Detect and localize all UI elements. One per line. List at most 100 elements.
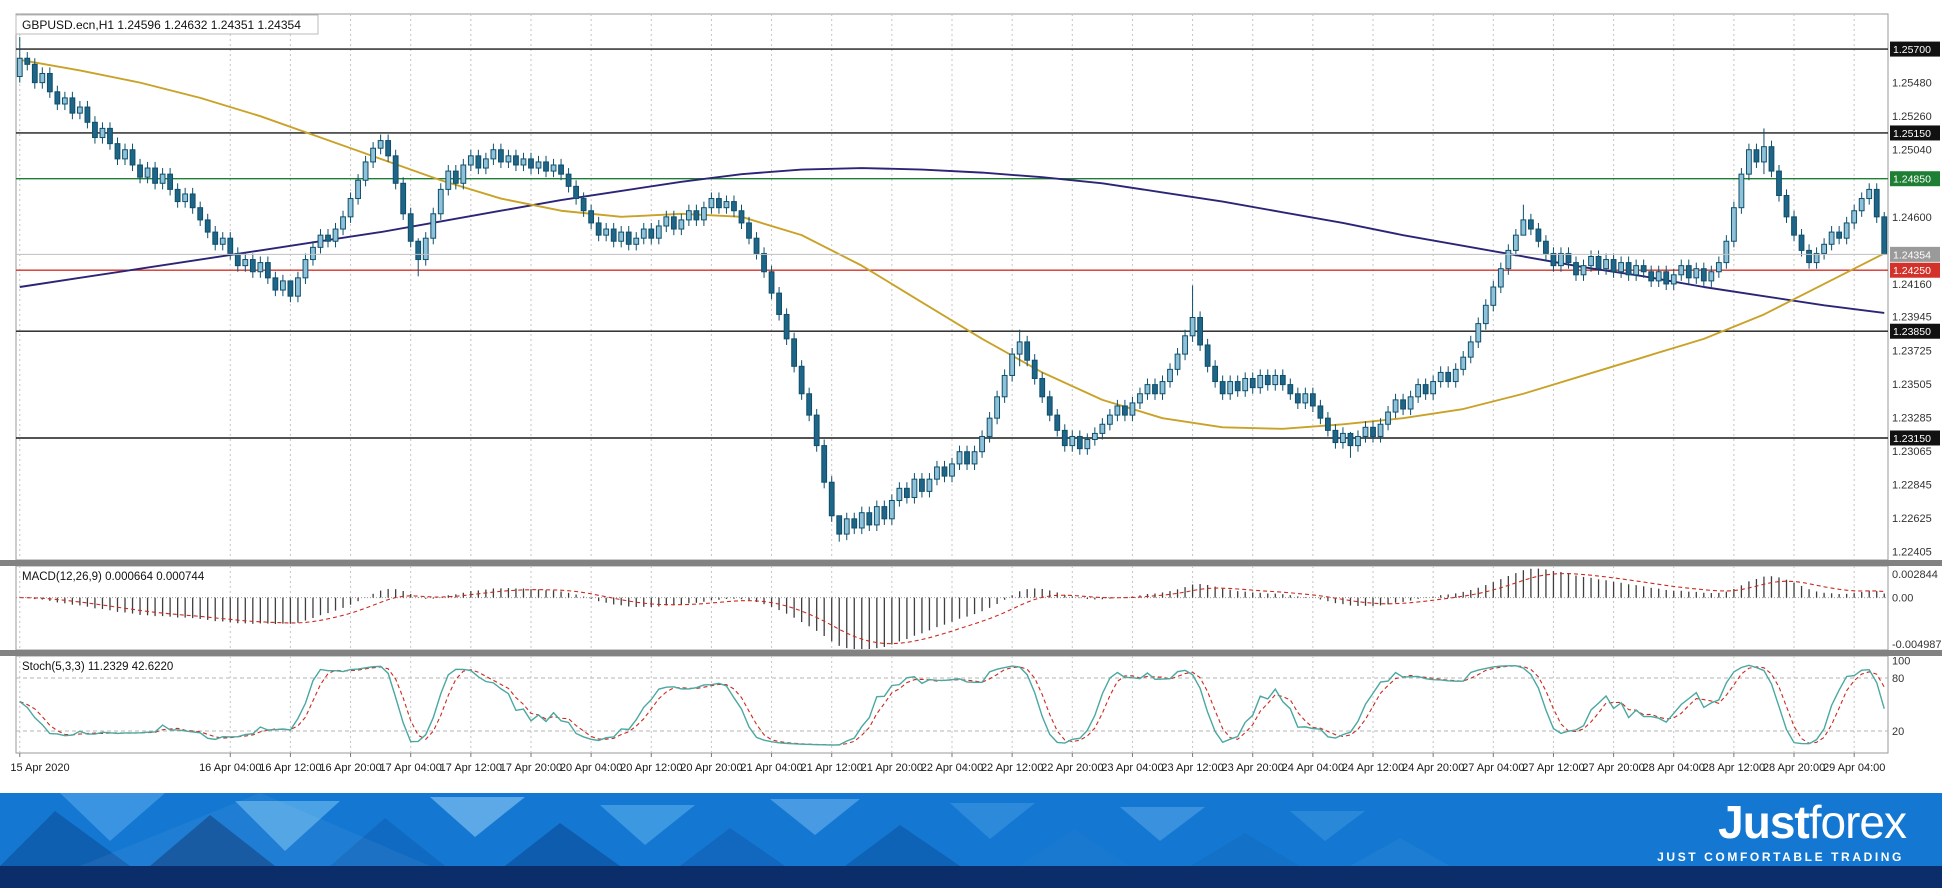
stoch-axis-80: 80: [1892, 673, 1904, 685]
candle-body: [1445, 371, 1452, 383]
candle-body: [1873, 188, 1880, 218]
price-tick-label: 1.23945: [1892, 312, 1932, 324]
candle-body: [1866, 188, 1873, 200]
candle-body: [888, 500, 895, 520]
level-badge: 1.23850: [1893, 326, 1931, 338]
candle-body: [272, 277, 279, 291]
candle-body: [16, 57, 23, 78]
candle-body: [39, 72, 46, 84]
candle-body: [107, 127, 113, 145]
candle-body: [1798, 234, 1805, 251]
triangle-shape: [950, 803, 1035, 839]
candle-body: [1708, 271, 1715, 282]
candle-body: [1430, 381, 1437, 395]
candle-body: [685, 210, 692, 221]
candle-body: [1685, 265, 1692, 279]
candle-body: [1475, 323, 1482, 343]
candle-body: [1294, 393, 1301, 404]
candle-body: [1700, 268, 1707, 282]
candle-body: [1828, 231, 1835, 245]
price-tick-label: 1.22625: [1892, 513, 1932, 525]
candle-body: [543, 161, 549, 172]
candle-body: [1858, 198, 1865, 212]
candle-body: [1114, 405, 1121, 416]
candle-body: [1264, 374, 1271, 386]
candle-body: [347, 198, 354, 218]
candle-body: [1340, 432, 1346, 444]
candle-body: [46, 72, 53, 93]
candle-body: [1325, 417, 1331, 431]
x-axis-label: 21 Apr 12:00: [801, 762, 863, 774]
candle-body: [1851, 210, 1858, 224]
candle-body: [1197, 317, 1203, 346]
candle-body: [234, 252, 241, 267]
candle-body: [144, 167, 151, 178]
x-axis-label: 21 Apr 04:00: [740, 762, 802, 774]
x-axis-label: 22 Apr 12:00: [981, 762, 1043, 774]
candle-body: [92, 121, 98, 139]
candle-body: [1603, 259, 1609, 270]
candle-body: [1813, 252, 1820, 264]
candle-body: [1821, 243, 1827, 254]
candle-body: [851, 518, 858, 529]
candle-body: [295, 277, 301, 297]
candle-body: [1302, 393, 1309, 404]
horizontal-levels: [16, 48, 1888, 439]
candle-body: [1242, 378, 1249, 392]
candle-body: [821, 445, 828, 483]
price-tick-label: 1.25260: [1892, 111, 1932, 123]
x-axis-label: 29 Apr 04:00: [1823, 762, 1885, 774]
candle-body: [603, 228, 610, 236]
candle-body: [1392, 399, 1399, 413]
candle-body: [701, 207, 707, 221]
level-badge-bg: [1890, 262, 1940, 278]
x-axis-label: 23 Apr 20:00: [1222, 762, 1284, 774]
level-badge: 1.25150: [1893, 128, 1931, 140]
candle-body: [61, 97, 68, 105]
candle-body: [580, 198, 587, 212]
candle-body: [866, 512, 873, 526]
candle-body: [1746, 149, 1752, 175]
candle-body: [1370, 426, 1376, 437]
candle-body: [1723, 240, 1730, 264]
triangle-shape: [680, 828, 785, 866]
candle-body: [114, 143, 121, 160]
triangle-shape: [505, 823, 620, 866]
level-badge: 1.24850: [1893, 174, 1931, 186]
panel-divider: [0, 650, 1942, 656]
candle-body: [77, 106, 83, 114]
candle-body: [1467, 341, 1474, 358]
candle-body: [1565, 252, 1572, 264]
candle-body: [189, 193, 196, 209]
triangle-shape: [0, 811, 130, 866]
candle-body: [1836, 231, 1843, 239]
candle-body: [648, 228, 655, 239]
x-axis-label: 20 Apr 12:00: [620, 762, 682, 774]
candle-body: [1106, 414, 1113, 425]
candle-body: [325, 234, 331, 242]
candle-body: [1272, 374, 1279, 386]
candle-body: [1693, 268, 1700, 279]
candle-body: [415, 240, 422, 261]
level-badge: 1.24250: [1893, 265, 1931, 277]
candle-body: [1482, 304, 1489, 325]
x-axis-label: 17 Apr 04:00: [380, 762, 442, 774]
candle-body: [618, 231, 625, 242]
candle-body: [482, 158, 489, 169]
candle-body: [1678, 265, 1685, 276]
candle-body: [1227, 381, 1234, 395]
candle-body: [1648, 271, 1655, 282]
x-axis-label: 28 Apr 12:00: [1703, 762, 1765, 774]
candle-body: [1715, 262, 1722, 273]
candle-body: [1520, 219, 1527, 236]
candle-body: [595, 222, 602, 236]
candle-body: [152, 167, 158, 184]
triangle-shape: [60, 793, 165, 841]
candle-body: [813, 414, 820, 447]
stoch-main-line: [19, 664, 1885, 746]
candle-body: [1355, 435, 1361, 447]
candle-body: [836, 515, 843, 535]
candle-body: [640, 228, 647, 239]
